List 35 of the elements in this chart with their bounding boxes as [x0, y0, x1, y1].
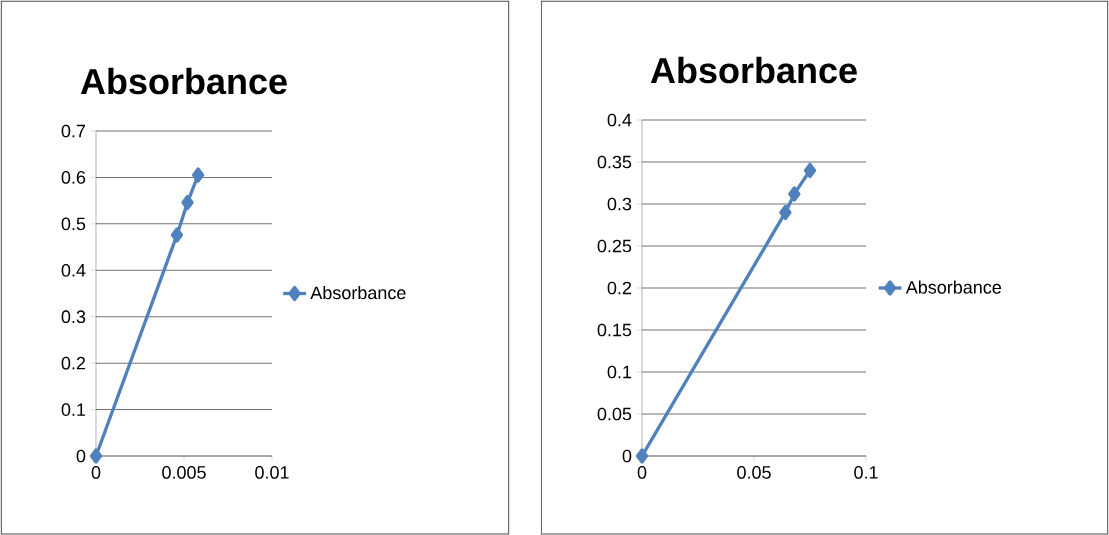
y-tick-label: 0.15 — [597, 323, 632, 337]
point — [635, 448, 649, 464]
point — [181, 194, 194, 211]
x-tick-label: 0.05 — [737, 466, 771, 479]
y-tick-label: 0.7 — [61, 124, 86, 138]
y-tick-label: 0.3 — [61, 310, 86, 324]
y-tick-label: 0.2 — [607, 281, 632, 295]
y-tick-label: 0.4 — [607, 113, 632, 127]
y-tick-label: 0.3 — [607, 197, 632, 211]
y-tick-label: 0.5 — [61, 217, 86, 231]
chart-title: Absorbance — [80, 67, 287, 95]
y-tick-label: 0.25 — [597, 239, 632, 253]
point — [803, 162, 817, 179]
y-tick-label: 0 — [76, 449, 86, 463]
point — [191, 167, 205, 183]
x-tick-label: 0 — [91, 466, 101, 479]
y-tick-label: 0 — [622, 449, 632, 463]
point — [779, 204, 792, 221]
y-tick-label: 0.05 — [597, 407, 632, 421]
x-tick-label: 0.1 — [854, 466, 878, 479]
legend-label: Absorbance — [905, 280, 1002, 294]
y-tick-label: 0.4 — [61, 263, 86, 277]
point — [89, 448, 103, 464]
x-tick-label: 0 — [637, 466, 647, 479]
y-tick-label: 0.1 — [607, 365, 632, 379]
y-tick-label: 0.2 — [61, 356, 86, 370]
x-tick-label: 0.01 — [255, 466, 289, 479]
point — [170, 227, 184, 243]
y-tick-label: 0.1 — [61, 403, 86, 416]
x-tick-label: 0.005 — [162, 466, 206, 479]
y-tick-label: 0.35 — [597, 155, 632, 169]
chart-title: Absorbance — [650, 56, 857, 84]
legend-label: Absorbance — [310, 285, 406, 300]
point — [788, 186, 801, 202]
y-tick-label: 0.6 — [61, 171, 86, 184]
